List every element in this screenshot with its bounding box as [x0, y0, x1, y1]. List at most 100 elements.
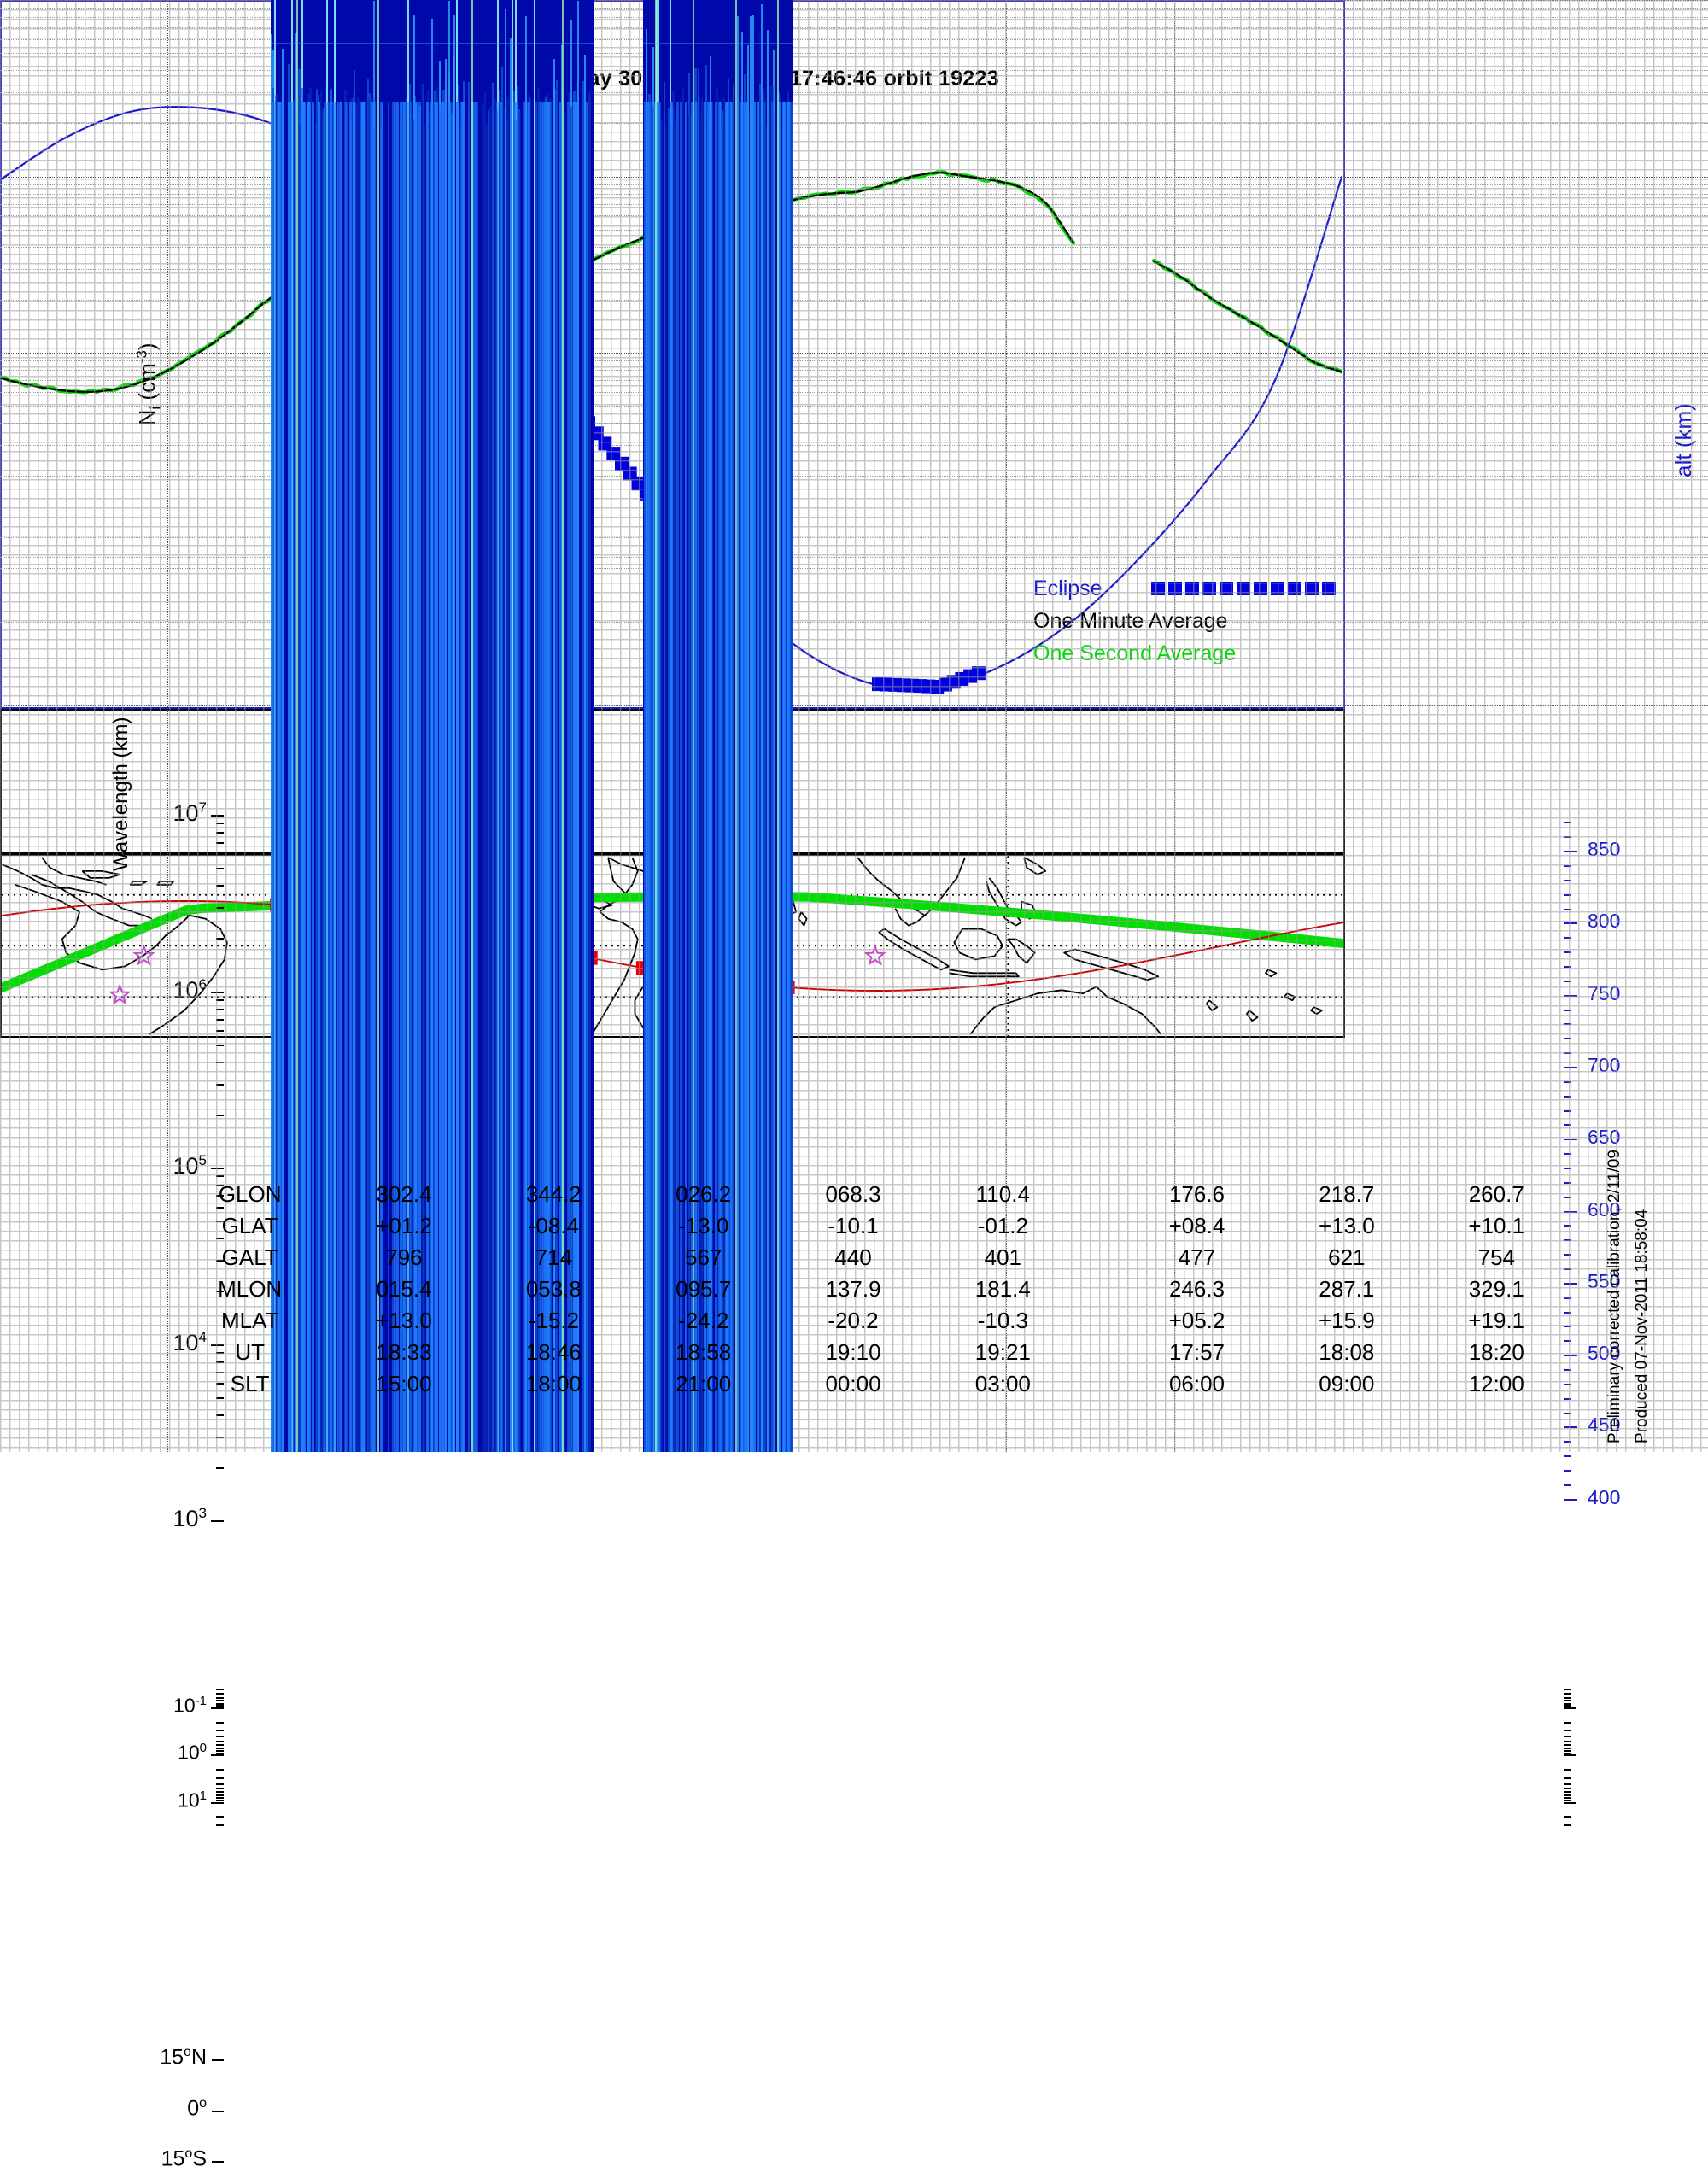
table-cell: +13.0 [376, 1308, 432, 1333]
wavelength-tick [216, 1700, 224, 1702]
wavelength-tick [1564, 1801, 1576, 1804]
wavelength-tick [216, 1730, 224, 1732]
table-row-label: MLAT [220, 1308, 279, 1333]
table-row: MLON 015.4 053.8 095.7 137.9 181.4 246.3 287.1 3… [171, 1273, 1571, 1305]
wavelength-tick [1564, 1744, 1571, 1746]
table-cell: 19:21 [974, 1339, 1031, 1365]
wavelength-tick [211, 1801, 224, 1804]
table-row-label: MLON [218, 1276, 283, 1302]
table-cell: 218.7 [1319, 1181, 1375, 1207]
wavelength-tick [1564, 1702, 1571, 1705]
y-tick-right-minor [1564, 1484, 1571, 1486]
table-cell: 260.7 [1468, 1181, 1524, 1207]
table-cell: 015.4 [376, 1276, 432, 1302]
table-cell: 03:00 [974, 1371, 1031, 1396]
table-cell: 068.3 [825, 1181, 881, 1207]
wavelength-tick [211, 1754, 224, 1757]
wavelength-tick [1564, 1749, 1571, 1752]
table-cell: +19.1 [1468, 1308, 1525, 1333]
table-cell: 302.4 [376, 1181, 432, 1207]
table-row-label: GLON [218, 1181, 282, 1207]
map-lat-tick [212, 2161, 224, 2163]
table-cell: +01.2 [376, 1213, 432, 1238]
wavelength-tick [1564, 1787, 1571, 1789]
wavelength-tick [1564, 1783, 1571, 1785]
spectrogram-block [643, 0, 793, 1452]
table-cell: -10.3 [977, 1308, 1028, 1333]
wavelength-tick [216, 1702, 224, 1705]
wavelength-tick [1564, 1791, 1571, 1794]
table-cell: 21:00 [676, 1371, 732, 1396]
wavelength-tick [211, 1707, 224, 1709]
wavelength-tick [1564, 1777, 1571, 1779]
table-cell: 796 [385, 1244, 423, 1270]
table-cell: 477 [1178, 1244, 1216, 1270]
wavelength-tick [1564, 1707, 1576, 1709]
y-tick-right-minor [1564, 1470, 1571, 1472]
y-tick-right [1564, 1498, 1577, 1501]
wavelength-tick [1564, 1696, 1571, 1699]
wavelength-tick [216, 1736, 224, 1738]
orbit-parameter-table: GLON 302.4 344.2 026.2 068.3 110.4 176.6 218.7 2… [171, 1179, 1571, 1400]
table-cell: +15.9 [1318, 1308, 1375, 1333]
table-cell: 567 [684, 1244, 722, 1270]
table-cell: 06:00 [1168, 1371, 1225, 1396]
table-cell: 18:00 [525, 1371, 582, 1396]
table-cell: 17:57 [1168, 1339, 1225, 1365]
table-cell: 00:00 [825, 1371, 881, 1396]
table-cell: 440 [834, 1244, 872, 1270]
table-cell: 12:00 [1468, 1371, 1524, 1396]
wavelength-tick [216, 1693, 224, 1695]
wavelength-tick [1564, 1730, 1571, 1732]
table-row-label: SLT [230, 1371, 270, 1396]
table-cell: 287.1 [1319, 1276, 1375, 1302]
wavelength-tick [216, 1744, 224, 1746]
table-cell: -13.0 [678, 1213, 729, 1238]
table-cell: -24.2 [678, 1308, 729, 1333]
wavelength-tick [1564, 1693, 1571, 1695]
table-cell: +08.4 [1168, 1213, 1225, 1238]
wavelength-tick [1564, 1816, 1571, 1818]
wavelength-tick [216, 1794, 224, 1796]
wavelength-tick [1564, 1797, 1571, 1800]
y-tick-left [216, 1467, 224, 1469]
map-lat-tick [212, 2110, 224, 2112]
wavelength-tick [1564, 1754, 1576, 1757]
wavelength-axis-label: Wavelength (km) [109, 717, 132, 872]
table-row: GALT 796 714 567 440 401 477 621 754 [171, 1242, 1571, 1273]
y-tick-left [211, 1520, 224, 1522]
wavelength-tick [216, 1721, 224, 1724]
wavelength-tick [1564, 1736, 1571, 1738]
table-cell: 09:00 [1319, 1371, 1375, 1396]
wavelength-tick [216, 1777, 224, 1779]
table-row-label: GALT [221, 1244, 278, 1270]
map-lat-label: 15oN [160, 2044, 207, 2070]
wavelength-tick [216, 1747, 224, 1749]
spectrogram-block [270, 0, 594, 1452]
table-cell: -10.1 [828, 1213, 879, 1238]
calibration-note: Preliminary corrected calibration, 2/11/… [1606, 1150, 1623, 1443]
wavelength-tick [216, 1787, 224, 1789]
y-tick-right-minor [1564, 1455, 1571, 1458]
table-row: MLAT +13.0 -15.2 -24.2 -20.2 -10.3 +05.2 +15.9 +… [171, 1305, 1571, 1337]
map-lat-label: 0o [187, 2095, 207, 2120]
wavelength-tick [1564, 1794, 1571, 1796]
table-row: GLAT +01.2 -08.4 -13.0 -10.1 -01.2 +08.4 +13.0 +… [171, 1210, 1571, 1242]
table-cell: 181.4 [974, 1276, 1031, 1302]
map-lat-tick [212, 2058, 224, 2061]
wavelength-tick [216, 1768, 224, 1771]
table-cell: 246.3 [1168, 1276, 1225, 1302]
table-cell: +13.0 [1318, 1213, 1375, 1238]
table-cell: 18:33 [376, 1339, 432, 1365]
wavelength-tick [216, 1740, 224, 1742]
wavelength-tick [216, 1749, 224, 1752]
table-cell: 401 [984, 1244, 1022, 1270]
table-cell: 714 [535, 1244, 573, 1270]
wavelength-tick [216, 1783, 224, 1785]
table-row-label: GLAT [221, 1213, 278, 1238]
table-cell: 19:10 [825, 1339, 881, 1365]
table-cell: 18:20 [1468, 1339, 1524, 1365]
wavelength-tick-label: 101 [178, 1788, 207, 1812]
wavelength-tick [216, 1791, 224, 1794]
wavelength-tick [1564, 1747, 1571, 1749]
